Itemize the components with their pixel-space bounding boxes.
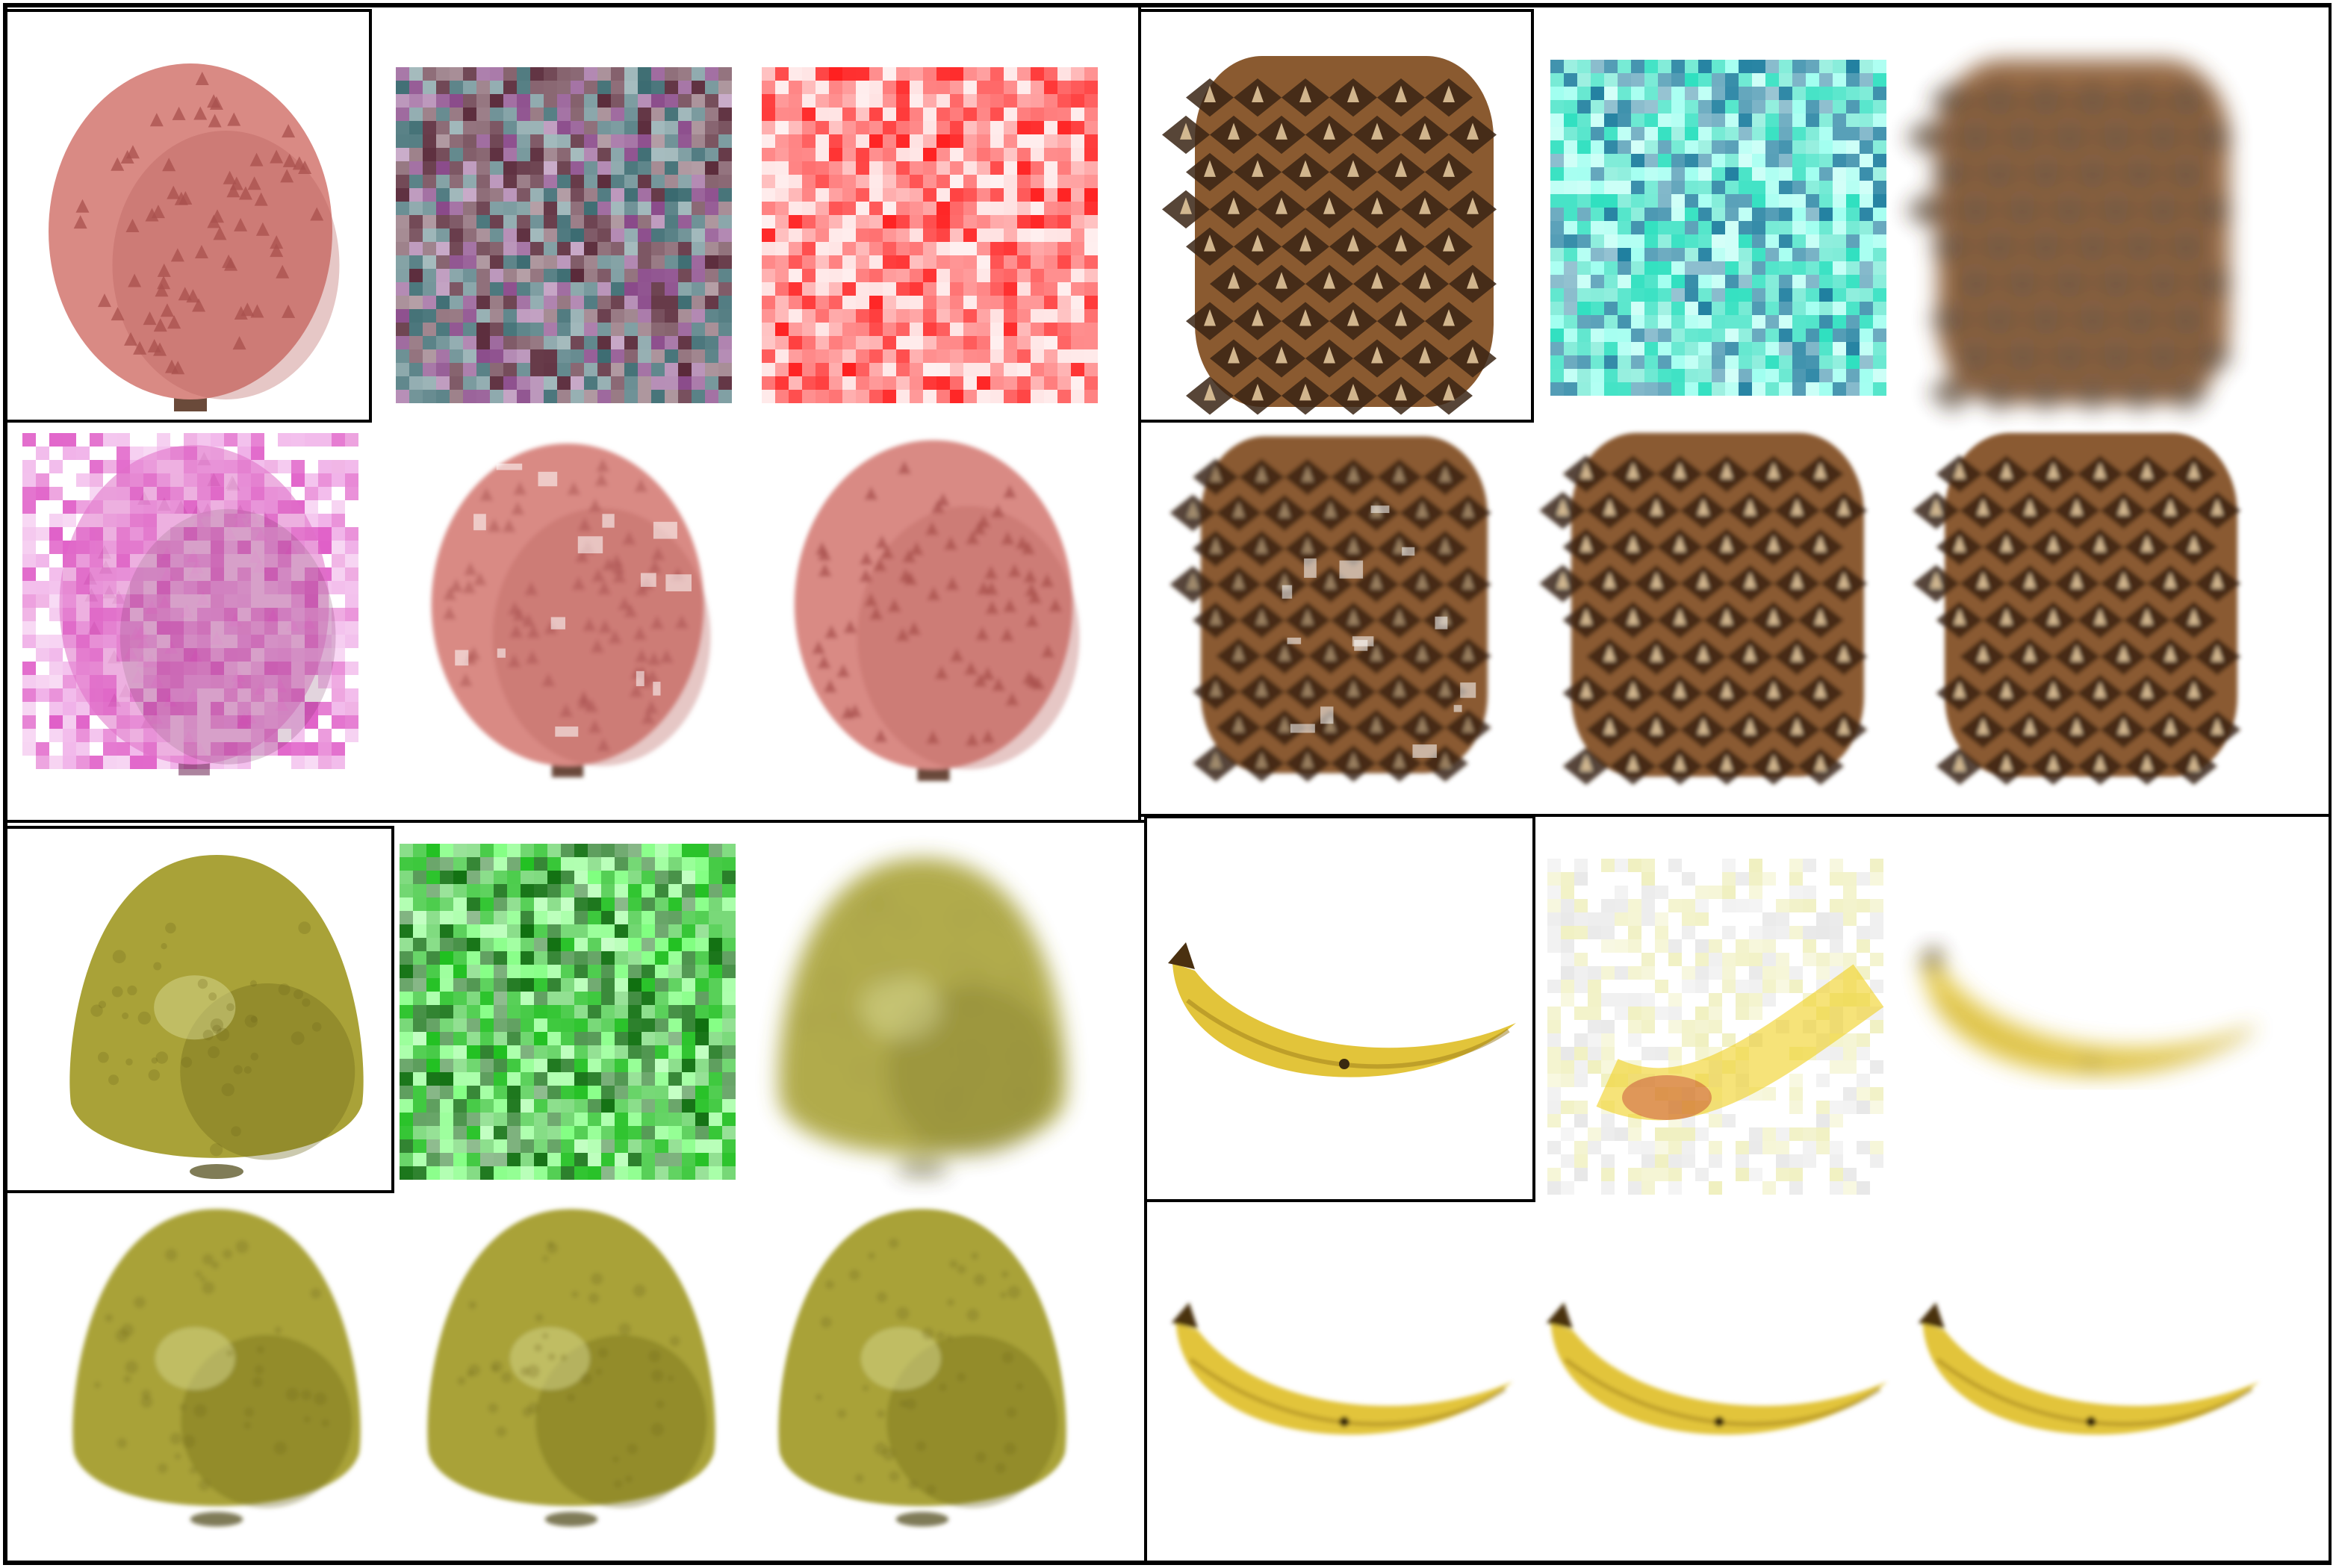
panels-layer [3,3,2332,1565]
pineapple-tile-noise-cyan [1550,60,1886,396]
input-highlight-box-guava [4,826,394,1193]
pineapple-tile-reconstruction-1 [1169,436,1491,782]
panel-pineapple [1138,4,2332,817]
guava-tile-reconstruction-3 [778,1209,1066,1527]
banana-tile-reconstruction-3 [1918,1302,2260,1435]
guava-tile-input [69,855,364,1179]
banana-tile-reconstruction-2 [1546,1302,1888,1435]
banana-tile-input [1168,942,1516,1077]
panel-guava [4,820,1147,1564]
lychee-tile-reconstruction-1 [431,444,711,777]
pineapple-tile-reconstruction-3 [1913,432,2241,785]
lychee-tile-reconstruction-2 [794,440,1080,781]
input-highlight-box-lychee [4,9,372,423]
lychee-tile-noise-magenta [22,433,358,776]
lychee-tile-noise-dark [396,67,732,403]
pineapple-tile-blurry [1905,59,2234,412]
guava-tile-noise-green [400,844,736,1180]
panel-lychee [4,4,1141,823]
banana-tile-noise-white [1547,859,1884,1195]
banana-tile-reconstruction-1 [1171,1302,1513,1435]
guava-tile-reconstruction-2 [427,1209,715,1527]
pineapple-tile-input [1162,56,1497,415]
lychee-tile-noise-red [762,67,1098,403]
lychee-tile-input [49,63,340,411]
pineapple-tile-reconstruction-2 [1539,432,1868,785]
guava-tile-blurry [778,858,1066,1176]
guava-tile-reconstruction-1 [72,1209,361,1527]
input-highlight-box-pineapple [1138,9,1534,423]
banana-tile-blurry [1918,944,2260,1077]
input-highlight-box-banana [1144,815,1535,1202]
panel-banana [1144,814,2332,1564]
